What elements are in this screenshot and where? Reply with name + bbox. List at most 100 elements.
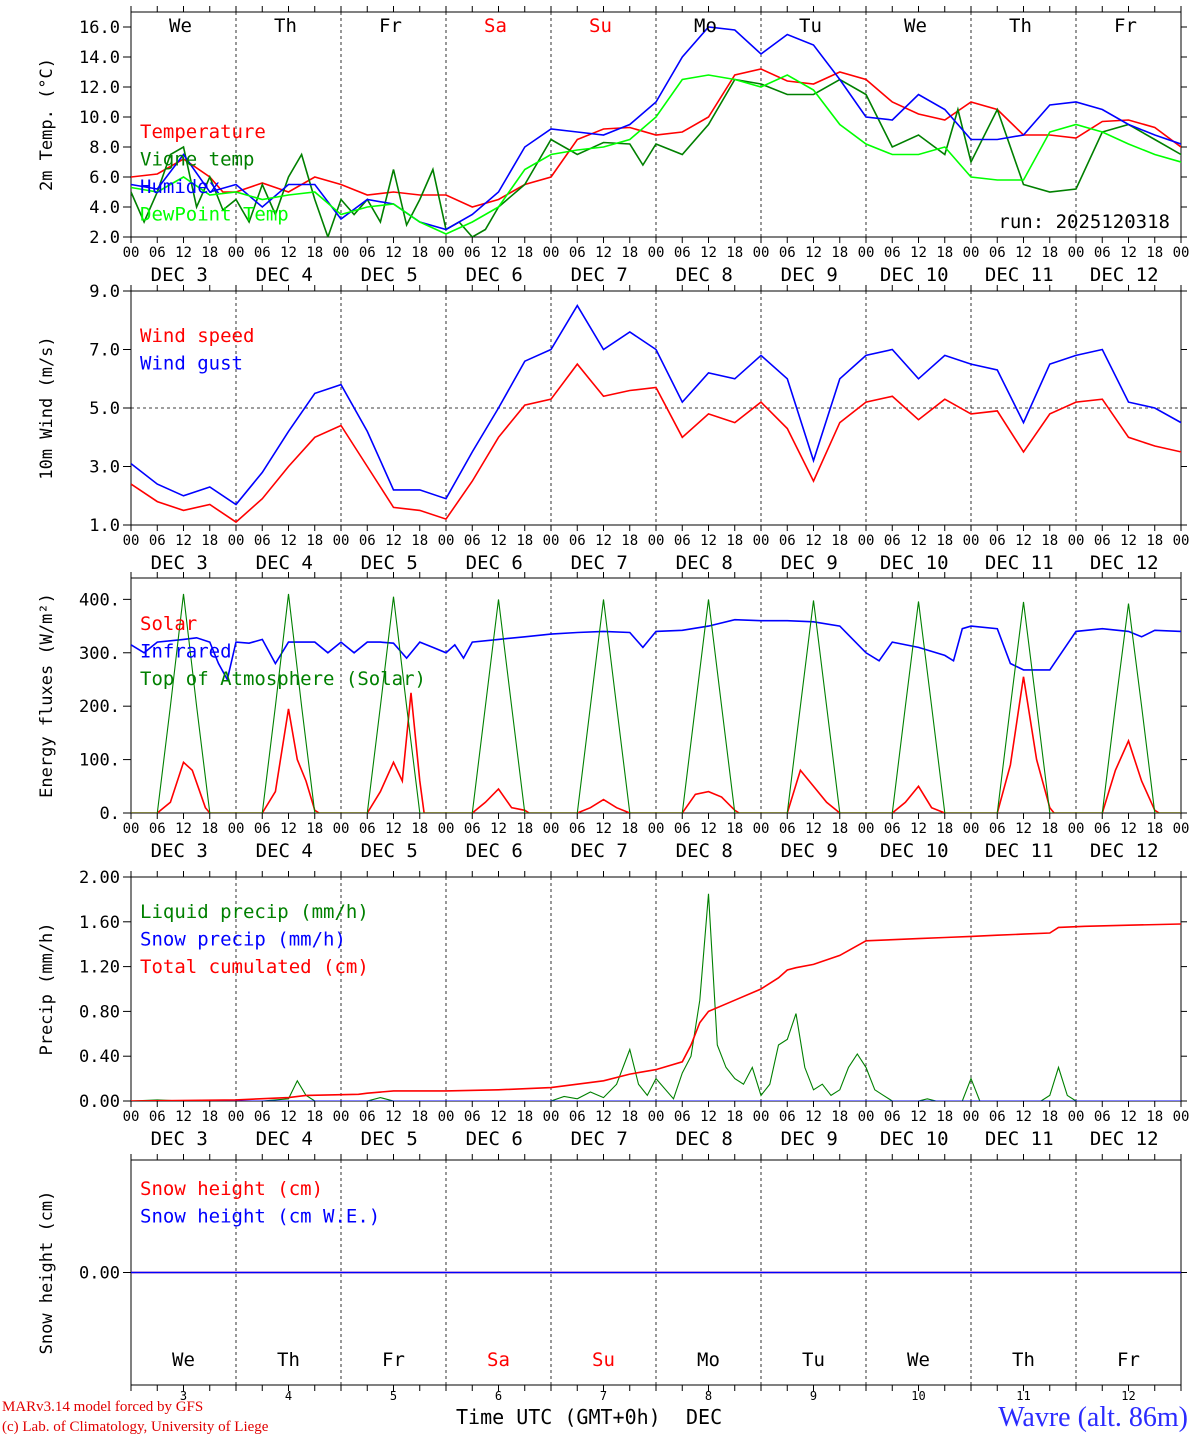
energy-hour-label: 12 bbox=[805, 821, 822, 837]
wind-hour-label: 06 bbox=[569, 533, 586, 549]
temp-hour-label: 06 bbox=[569, 245, 586, 261]
wind-hour-label: 00 bbox=[1068, 533, 1085, 549]
wind-hour-label: 06 bbox=[254, 533, 271, 549]
model-credit: MARv3.14 model forced by GFS bbox=[2, 1399, 204, 1415]
energy-hour-label: 00 bbox=[858, 821, 875, 837]
energy-y-tick-label: 200. bbox=[79, 697, 120, 717]
snow-weekday-label: Sa bbox=[487, 1349, 510, 1371]
precip-hour-label: 18 bbox=[621, 1109, 638, 1125]
snow-weekday-label: Tu bbox=[802, 1349, 825, 1371]
energy-y-axis-label: Energy fluxes (W/m²) bbox=[37, 593, 57, 798]
wind-hour-label: 06 bbox=[359, 533, 376, 549]
energy-date-label: DEC 11 bbox=[985, 840, 1054, 862]
wind-hour-label: 06 bbox=[149, 533, 166, 549]
wind-y-tick-label: 9.0 bbox=[89, 282, 120, 302]
precip-hour-label: 06 bbox=[779, 1109, 796, 1125]
temp-weekday-label: We bbox=[904, 15, 927, 37]
temp-series-dewpoint-temp bbox=[131, 74, 1181, 235]
energy-hour-label: 12 bbox=[1120, 821, 1137, 837]
wind-hour-label: 00 bbox=[648, 533, 665, 549]
temp-date-label: DEC 12 bbox=[1090, 264, 1159, 286]
energy-date-label: DEC 3 bbox=[151, 840, 208, 862]
precip-hour-label: 12 bbox=[175, 1109, 192, 1125]
wind-hour-label: 12 bbox=[1120, 533, 1137, 549]
temp-hour-label: 06 bbox=[884, 245, 901, 261]
wind-y-tick-label: 7.0 bbox=[89, 341, 120, 361]
temp-hour-label: 12 bbox=[595, 245, 612, 261]
energy-hour-label: 12 bbox=[175, 821, 192, 837]
wind-hour-label: 12 bbox=[490, 533, 507, 549]
temp-hour-label: 12 bbox=[1015, 245, 1032, 261]
temp-y-tick-label: 12.0 bbox=[79, 78, 120, 98]
precip-date-label: DEC 3 bbox=[151, 1128, 208, 1150]
temp-date-label: DEC 11 bbox=[985, 264, 1054, 286]
snow-weekday-label: We bbox=[907, 1349, 930, 1371]
wind-date-label: DEC 10 bbox=[880, 552, 949, 574]
wind-hour-label: 18 bbox=[936, 533, 953, 549]
wind-hour-label: 00 bbox=[753, 533, 770, 549]
temp-date-label: DEC 9 bbox=[781, 264, 838, 286]
energy-hour-label: 00 bbox=[963, 821, 980, 837]
wind-hour-label: 06 bbox=[779, 533, 796, 549]
precip-hour-label: 18 bbox=[201, 1109, 218, 1125]
precip-hour-label: 12 bbox=[1015, 1109, 1032, 1125]
energy-hour-label: 06 bbox=[989, 821, 1006, 837]
temp-hour-label: 18 bbox=[201, 245, 218, 261]
precip-hour-label: 06 bbox=[569, 1109, 586, 1125]
precip-hour-label: 18 bbox=[936, 1109, 953, 1125]
snow-day-number: 4 bbox=[285, 1389, 292, 1403]
energy-series-solar bbox=[131, 676, 1181, 813]
energy-hour-label: 18 bbox=[621, 821, 638, 837]
energy-hour-label: 06 bbox=[149, 821, 166, 837]
snow-day-number: 5 bbox=[390, 1389, 397, 1403]
temp-hour-label: 00 bbox=[648, 245, 665, 261]
precip-y-tick-label: 1.20 bbox=[79, 958, 120, 978]
temp-y-tick-label: 8.0 bbox=[89, 138, 120, 158]
wind-y-axis-label: 10m Wind (m/s) bbox=[37, 336, 57, 479]
energy-date-label: DEC 5 bbox=[361, 840, 418, 862]
snow-weekday-label: We bbox=[172, 1349, 195, 1371]
energy-legend-item: Infrared bbox=[140, 641, 232, 663]
temp-hour-label: 06 bbox=[779, 245, 796, 261]
precip-date-label: DEC 4 bbox=[256, 1128, 313, 1150]
precip-hour-label: 18 bbox=[726, 1109, 743, 1125]
precip-legend-item: Total cumulated (cm) bbox=[140, 956, 369, 978]
precip-hour-label: 12 bbox=[805, 1109, 822, 1125]
temp-hour-label: 12 bbox=[385, 245, 402, 261]
temp-series-humidex bbox=[131, 26, 1181, 231]
temp-hour-label: 00 bbox=[438, 245, 455, 261]
energy-hour-label: 18 bbox=[201, 821, 218, 837]
wind-hour-label: 12 bbox=[175, 533, 192, 549]
energy-date-label: DEC 6 bbox=[466, 840, 523, 862]
temp-legend-item: DewPoint Temp bbox=[140, 204, 289, 226]
precip-y-axis-label: Precip (mm/h) bbox=[37, 922, 57, 1055]
temp-date-label: DEC 3 bbox=[151, 264, 208, 286]
wind-hour-label: 06 bbox=[674, 533, 691, 549]
snow-weekday-label: Fr bbox=[1117, 1349, 1140, 1371]
temp-hour-label: 06 bbox=[254, 245, 271, 261]
wind-hour-label: 12 bbox=[1015, 533, 1032, 549]
precip-hour-label: 18 bbox=[516, 1109, 533, 1125]
temp-hour-label: 18 bbox=[411, 245, 428, 261]
temp-date-label: DEC 6 bbox=[466, 264, 523, 286]
wind-hour-label: 12 bbox=[805, 533, 822, 549]
energy-date-label: DEC 7 bbox=[571, 840, 628, 862]
precip-hour-label: 06 bbox=[989, 1109, 1006, 1125]
temp-hour-label: 00 bbox=[1068, 245, 1085, 261]
temp-hour-label: 12 bbox=[280, 245, 297, 261]
energy-hour-label: 12 bbox=[1015, 821, 1032, 837]
temp-hour-label: 06 bbox=[674, 245, 691, 261]
wind-hour-label: 12 bbox=[700, 533, 717, 549]
precip-date-label: DEC 6 bbox=[466, 1128, 523, 1150]
temp-weekday-label: Su bbox=[589, 15, 612, 37]
temp-hour-label: 06 bbox=[359, 245, 376, 261]
temp-hour-label: 18 bbox=[936, 245, 953, 261]
energy-hour-label: 06 bbox=[674, 821, 691, 837]
temp-series-temperature bbox=[131, 68, 1181, 208]
precip-series-total-cumulated-cm bbox=[131, 923, 1181, 1101]
temp-weekday-label: Tu bbox=[799, 15, 822, 37]
snow-weekday-label: Su bbox=[592, 1349, 615, 1371]
energy-hour-label: 06 bbox=[884, 821, 901, 837]
temp-hour-label: 12 bbox=[1120, 245, 1137, 261]
wind-hour-label: 00 bbox=[228, 533, 245, 549]
